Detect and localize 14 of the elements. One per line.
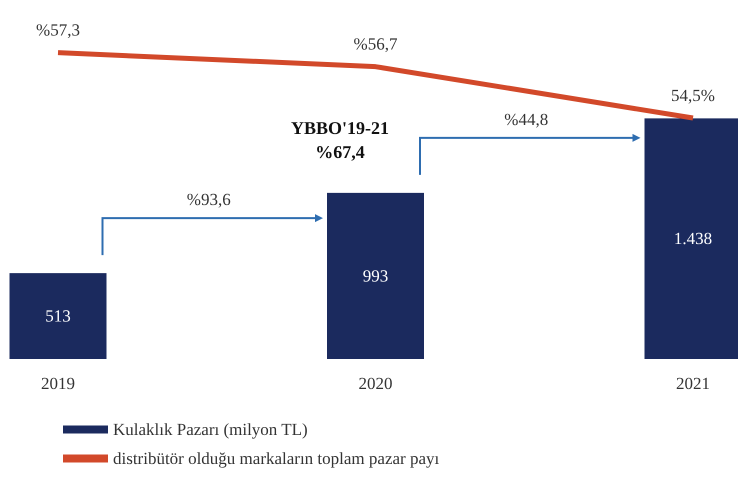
data-label: %57,3 xyxy=(36,20,80,40)
data-label: %56,7 xyxy=(354,34,398,54)
x-tick-label: 2020 xyxy=(358,374,392,393)
legend-label: Kulaklık Pazarı (milyon TL) xyxy=(113,420,308,439)
annotation: YBBO'19-21 %67,4 xyxy=(290,116,390,164)
legend-label: distribütör olduğu markaların toplam pazar payı xyxy=(113,449,440,468)
data-label: 54,5% xyxy=(671,86,715,105)
x-tick-label: 2021 xyxy=(676,374,710,393)
annotation: %44,8 xyxy=(503,110,550,130)
data-label: 513 xyxy=(45,306,71,326)
x-tick-label: 2019 xyxy=(41,374,75,393)
data-label: 993 xyxy=(362,266,388,286)
annotation: %93,6 xyxy=(186,190,232,210)
data-label: 1.438 xyxy=(674,229,712,248)
